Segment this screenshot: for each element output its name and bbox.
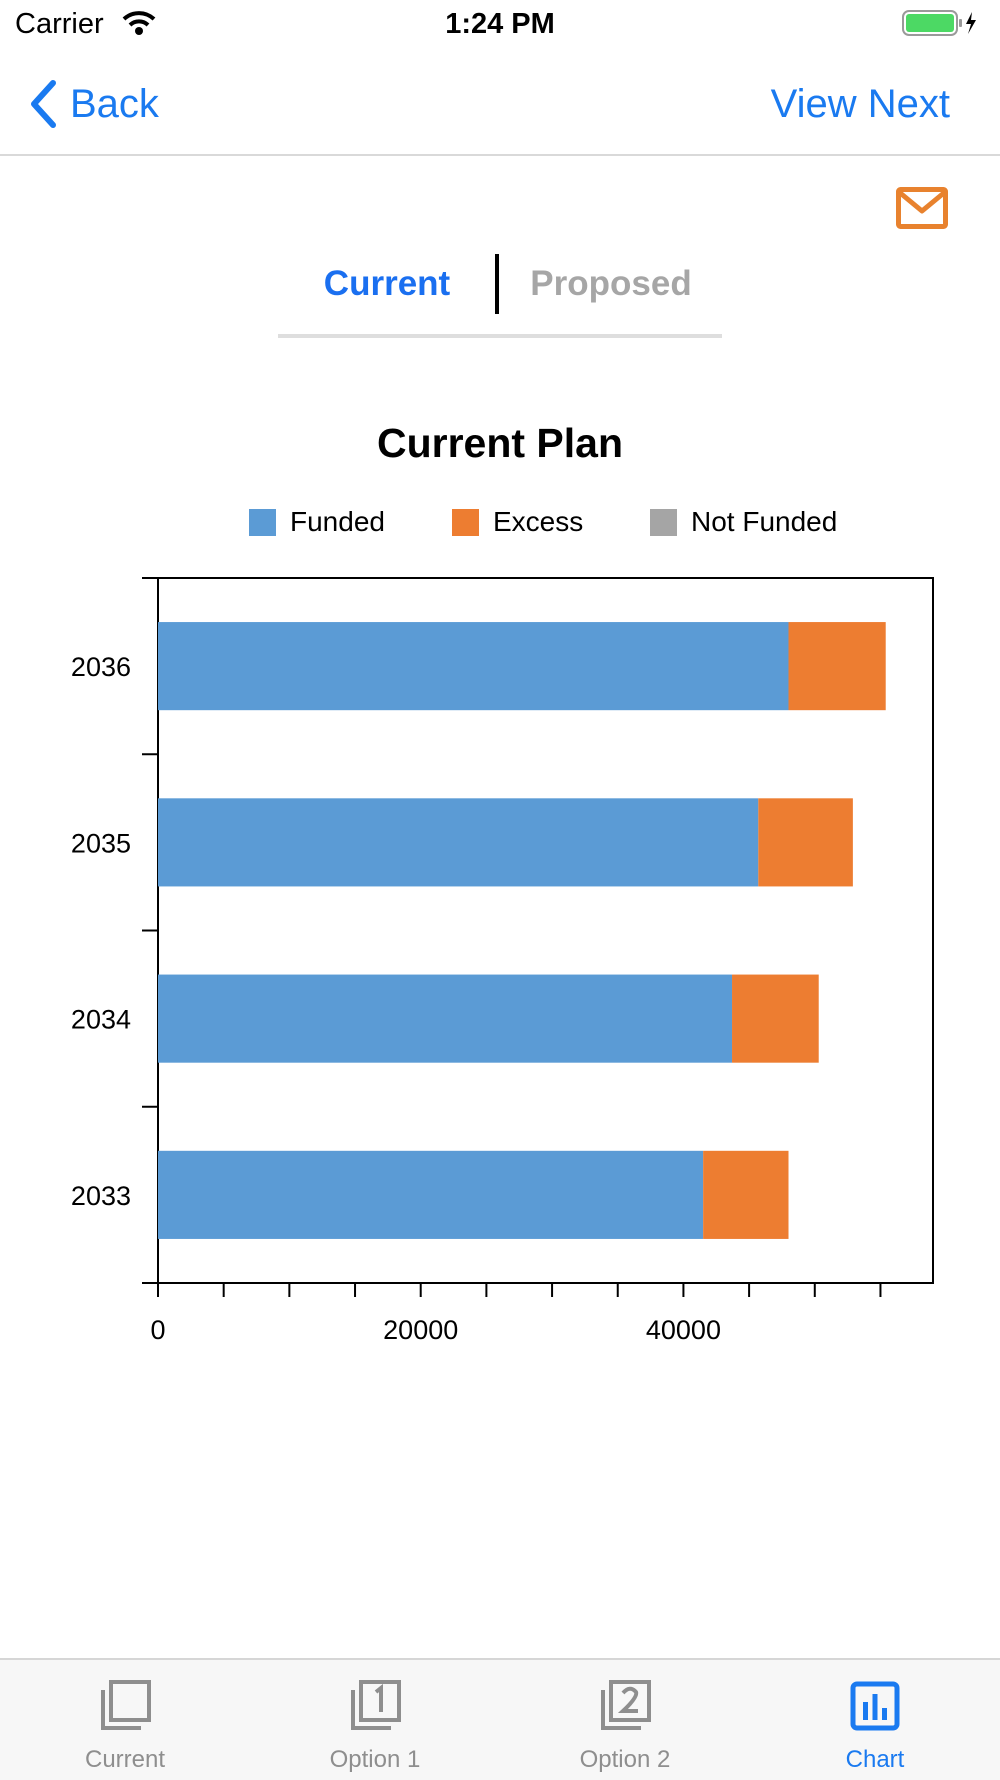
back-label: Back xyxy=(70,81,159,126)
legend-excess: Excess xyxy=(452,500,583,544)
bar-funded-2035 xyxy=(158,798,759,887)
legend-label-not-funded: Not Funded xyxy=(691,506,838,537)
legend-swatch-not-funded xyxy=(650,508,677,536)
status-bar: Carrier 1:24 PM xyxy=(0,0,1000,50)
tab-current[interactable]: Current xyxy=(0,1660,250,1780)
bar-excess-2035 xyxy=(758,798,853,887)
tab-label-option-2: Option 2 xyxy=(579,1746,671,1773)
legend-label-excess: Excess xyxy=(493,506,584,537)
legend-funded: Funded xyxy=(249,500,385,544)
option-1-icon xyxy=(351,1680,401,1730)
bar-funded-2034 xyxy=(158,974,733,1063)
mail-icon xyxy=(896,187,948,229)
chevron-left-icon xyxy=(31,80,56,128)
segment-proposed[interactable]: Proposed xyxy=(530,264,692,303)
chart-legend: Funded Excess Not Funded xyxy=(0,500,1000,544)
tab-label-chart: Chart xyxy=(845,1746,905,1773)
legend-swatch-funded xyxy=(249,508,276,536)
bar-funded-2036 xyxy=(158,622,789,711)
bar-excess-2036 xyxy=(788,622,886,711)
current-icon xyxy=(101,1680,151,1730)
segment-divider xyxy=(495,254,499,314)
bar-excess-2034 xyxy=(732,974,819,1063)
navigation-bar: Back View Next xyxy=(0,50,1000,156)
y-tick-label: 2033 xyxy=(71,1181,131,1211)
chart-title: Current Plan xyxy=(376,420,624,466)
carrier-label: Carrier xyxy=(15,8,104,40)
plan-segmented-control: Current Proposed xyxy=(278,248,722,338)
x-tick-label: 0 xyxy=(150,1315,165,1345)
tab-chart[interactable]: Chart xyxy=(750,1660,1000,1780)
legend-swatch-excess xyxy=(452,508,479,536)
battery-icon xyxy=(902,10,976,36)
legend-label-funded: Funded xyxy=(290,506,385,537)
x-tick-label: 20000 xyxy=(383,1315,458,1345)
y-tick-label: 2036 xyxy=(71,652,131,682)
tab-option-1[interactable]: Option 1 xyxy=(250,1660,500,1780)
view-next-button[interactable]: View Next xyxy=(770,82,950,126)
bar-funded-2033 xyxy=(158,1150,704,1239)
wifi-icon xyxy=(122,10,156,41)
back-button[interactable]: Back xyxy=(28,76,159,132)
y-tick-label: 2034 xyxy=(71,1005,131,1035)
chart-icon xyxy=(850,1681,900,1731)
tab-bar: Current Option 1 Option 2 xyxy=(0,1658,1000,1780)
tab-label-option-1: Option 1 xyxy=(329,1746,421,1773)
status-time: 1:24 PM xyxy=(445,8,555,40)
x-tick-label: 40000 xyxy=(646,1315,721,1345)
bar-excess-2033 xyxy=(703,1150,789,1239)
tab-option-2[interactable]: Option 2 xyxy=(500,1660,750,1780)
option-2-icon xyxy=(601,1680,651,1730)
legend-not-funded: Not Funded xyxy=(650,500,837,544)
bar-chart: 0 20000 40000 2033 2034 2035 2036 xyxy=(71,577,934,1345)
tab-label-current: Current xyxy=(84,1746,166,1773)
mail-button[interactable] xyxy=(896,187,948,229)
y-tick-label: 2035 xyxy=(71,828,131,858)
segment-current[interactable]: Current xyxy=(323,264,451,303)
